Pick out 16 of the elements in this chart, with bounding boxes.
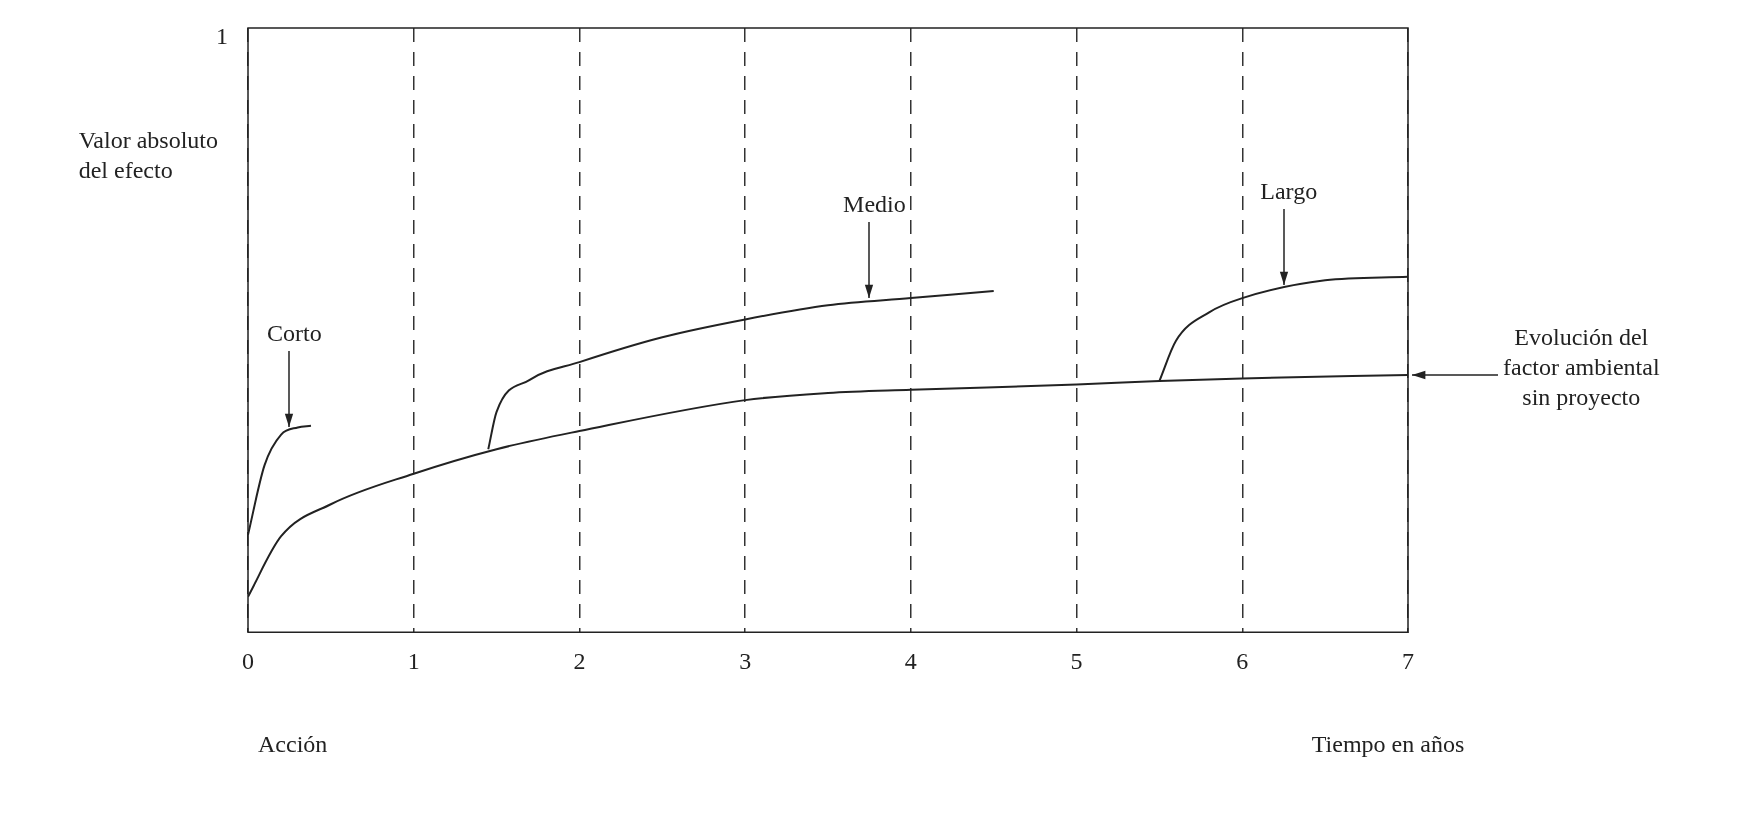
x-tick-label: 4 [904,647,917,674]
x-tick-label: 1 [407,647,420,674]
text: Corto [267,320,322,347]
x-tick-label: 3 [739,647,752,674]
text: 1 [216,23,228,49]
legend-label: Evolución del factor ambiental sin proyecto [1503,323,1660,410]
x-tick-label: 2 [573,647,586,674]
x-tick-label: 7 [1402,647,1414,674]
x-tick-label: 0 [242,647,254,674]
x-tick-label: 5 [1070,647,1083,674]
x-axis-title: Tiempo en años [1311,731,1465,758]
x-tick-label: 6 [1236,647,1249,674]
text: Acción [258,731,328,758]
text: Largo [1260,178,1318,205]
y-axis-title: Valor absoluto del efecto [78,127,218,183]
text: Medio [843,190,906,217]
